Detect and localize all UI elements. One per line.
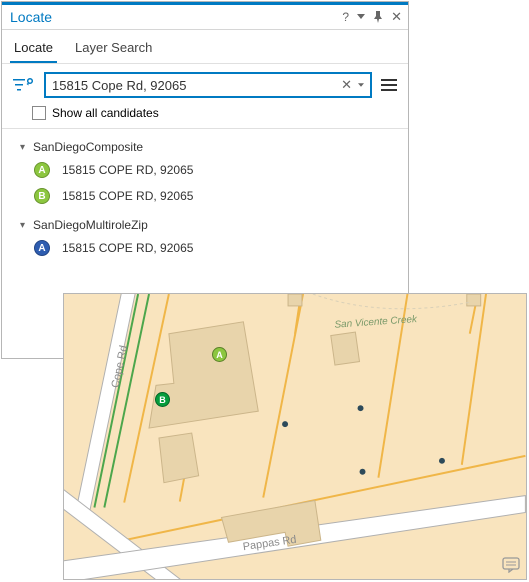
show-all-candidates-label: Show all candidates (52, 106, 159, 120)
help-icon[interactable]: ? (342, 10, 349, 24)
result-item[interactable]: A 15815 COPE RD, 92065 (20, 235, 400, 261)
clear-icon[interactable]: ✕ (337, 77, 356, 93)
result-label: 15815 COPE RD, 92065 (62, 241, 193, 255)
result-marker-a: A (34, 162, 50, 178)
menu-button[interactable] (378, 74, 400, 96)
map-marker-b[interactable]: B (155, 392, 170, 407)
map-point (282, 421, 288, 427)
tab-row: Locate Layer Search (2, 30, 408, 64)
show-all-candidates-checkbox[interactable] (32, 106, 46, 120)
result-group-header[interactable]: ▾ SanDiegoComposite (20, 137, 400, 157)
panel-title-icons: ? ✕ (342, 9, 402, 25)
result-marker-b: B (34, 188, 50, 204)
result-group-title: SanDiegoMultiroleZip (33, 218, 148, 232)
result-group-title: SanDiegoComposite (33, 140, 143, 154)
result-item[interactable]: B 15815 COPE RD, 92065 (20, 183, 400, 209)
result-label: 15815 COPE RD, 92065 (62, 189, 193, 203)
map-point (360, 469, 366, 475)
result-group: ▾ SanDiegoComposite A 15815 COPE RD, 920… (2, 133, 408, 211)
result-group-header[interactable]: ▾ SanDiegoMultiroleZip (20, 215, 400, 235)
pin-icon[interactable] (373, 11, 383, 23)
search-box: ✕ (44, 72, 372, 98)
result-group: ▾ SanDiegoMultiroleZip A 15815 COPE RD, … (2, 211, 408, 263)
tab-layer-search[interactable]: Layer Search (71, 36, 156, 63)
options-dropdown-icon[interactable] (357, 14, 365, 20)
chevron-down-icon: ▾ (20, 142, 25, 153)
popup-icon[interactable] (502, 557, 520, 573)
result-label: 15815 COPE RD, 92065 (62, 163, 193, 177)
tab-locate[interactable]: Locate (10, 36, 57, 63)
panel-title: Locate (10, 9, 52, 25)
result-marker-a2: A (34, 240, 50, 256)
map-marker-a[interactable]: A (212, 347, 227, 362)
map-point (358, 405, 364, 411)
search-input[interactable] (52, 78, 337, 93)
close-icon[interactable]: ✕ (391, 9, 402, 25)
chevron-down-icon: ▾ (20, 220, 25, 231)
search-row: ✕ (2, 64, 408, 106)
search-dropdown-icon[interactable] (356, 82, 366, 88)
map-canvas: Cope Rd Pappas Rd San Vicente Creek (64, 294, 526, 579)
filter-button[interactable] (10, 73, 38, 97)
results-list: ▾ SanDiegoComposite A 15815 COPE RD, 920… (2, 128, 408, 263)
map-point (439, 458, 445, 464)
map-view[interactable]: Cope Rd Pappas Rd San Vicente Creek A B (63, 293, 527, 580)
result-item[interactable]: A 15815 COPE RD, 92065 (20, 157, 400, 183)
show-all-candidates-row: Show all candidates (2, 106, 408, 128)
panel-title-bar: Locate ? ✕ (2, 5, 408, 30)
